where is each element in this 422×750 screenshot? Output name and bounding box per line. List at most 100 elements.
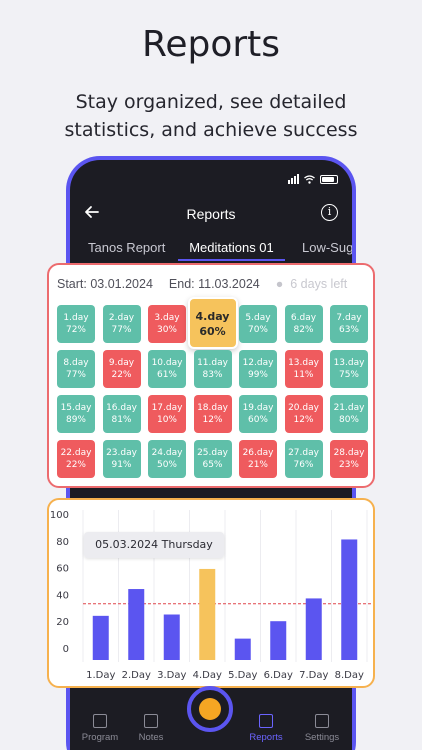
end-date: End: 11.03.2024 xyxy=(168,277,260,291)
day-cell-percent: 61% xyxy=(156,370,177,380)
chart-bar xyxy=(234,638,251,660)
day-cell-label: 27.day xyxy=(288,448,319,458)
chart-bar xyxy=(270,621,287,660)
day-cell-label: 25.day xyxy=(197,448,228,458)
signal-icon xyxy=(288,174,299,184)
day-cell-label: 9.day xyxy=(108,358,135,368)
day-cell[interactable]: 6.day 82% xyxy=(284,305,323,343)
nav-settings[interactable]: Settings xyxy=(297,714,347,743)
day-cell-percent: 22% xyxy=(111,370,132,380)
chart-bar xyxy=(128,589,145,660)
report-tabs: Tanos Report Meditations 01 Low-Suga xyxy=(70,236,352,264)
day-cell-label: 4.day xyxy=(195,310,230,323)
day-cell-percent: 60% xyxy=(199,325,226,338)
day-cell[interactable]: 8.day 77% xyxy=(57,350,95,388)
x-tick-label: 7.Day xyxy=(299,670,328,681)
day-cell[interactable]: 20.day 12% xyxy=(284,395,323,433)
y-tick-label: 100 xyxy=(50,510,69,521)
day-cell-label: 22.day xyxy=(60,448,92,458)
day-cell-percent: 50% xyxy=(156,460,177,470)
day-cell-percent: 60% xyxy=(247,415,268,425)
day-cell[interactable]: 1.day 72% xyxy=(57,305,95,343)
day-cell[interactable]: 9.day 22% xyxy=(102,350,141,388)
day-cell-percent: 10% xyxy=(156,415,177,425)
day-cell[interactable]: 24.day 50% xyxy=(148,440,186,478)
bar-chart: 0 20 40 60 80 100 1.Day 2.Day 3.Day 4.Day 5.Day 6.D… xyxy=(50,510,373,681)
battery-icon xyxy=(320,174,338,184)
day-cell-percent: 72% xyxy=(65,325,86,335)
day-cell-percent: 77% xyxy=(111,325,132,335)
y-tick-label: 40 xyxy=(56,590,69,601)
day-cell[interactable]: 16.day 81% xyxy=(102,395,141,433)
day-cell[interactable]: 13.day 11% xyxy=(284,350,323,388)
hero-subtitle: Stay organized, see detailed statistics,… xyxy=(64,91,358,141)
day-cell-label: 23.day xyxy=(106,448,137,458)
days-left: 6 days left xyxy=(290,277,348,291)
day-cell[interactable]: 13.day 75% xyxy=(330,350,368,388)
day-cell[interactable]: 23.day 91% xyxy=(102,440,141,478)
day-cell[interactable]: 27.day 76% xyxy=(284,440,323,478)
y-tick-label: 60 xyxy=(56,564,69,575)
bar-chart-icon xyxy=(259,714,273,728)
day-cell[interactable]: 15.day 89% xyxy=(57,395,95,433)
day-cell[interactable]: 2.day 77% xyxy=(102,305,141,343)
day-cell[interactable]: 11.day 83% xyxy=(193,350,232,388)
start-session-button[interactable] xyxy=(187,686,233,732)
day-cell-label: 21.day xyxy=(333,403,365,413)
day-cell[interactable]: 25.day 65% xyxy=(193,440,232,478)
day-cell-label: 6.day xyxy=(290,313,317,323)
chart-bar xyxy=(163,614,180,660)
day-cell[interactable]: 22.day 22% xyxy=(57,440,95,478)
day-cell-label: 18.day xyxy=(197,403,228,413)
play-dot-icon xyxy=(199,698,221,720)
hero-title: Reports xyxy=(141,24,281,65)
back-icon[interactable] xyxy=(84,202,100,226)
nav-notes-label: Notes xyxy=(138,732,164,743)
day-cell[interactable]: 17.day 10% xyxy=(148,395,186,433)
day-cell[interactable]: 19.day 60% xyxy=(239,395,277,433)
day-cell-label: 11.day xyxy=(197,358,228,368)
day-cell[interactable]: 28.day 23% xyxy=(330,440,368,478)
day-cell-label: 16.day xyxy=(106,403,137,413)
x-tick-label: 2.Day xyxy=(122,670,151,681)
day-cell[interactable]: 10.day 61% xyxy=(148,350,186,388)
x-tick-label: 4.Day xyxy=(193,670,222,681)
day-cell[interactable]: 26.day 21% xyxy=(239,440,277,478)
day-cell-percent: 63% xyxy=(338,325,359,335)
tab-meditations-01[interactable]: Meditations 01 xyxy=(178,236,285,261)
sliders-icon xyxy=(315,714,329,728)
day-cell-label: 8.day xyxy=(63,358,89,368)
nav-program[interactable]: Program xyxy=(75,714,125,743)
day-cell-percent: 81% xyxy=(111,415,132,425)
app-bar: Reports i xyxy=(70,198,352,232)
day-cell-percent: 99% xyxy=(247,370,268,380)
start-date: Start: 03.01.2024 xyxy=(57,277,153,291)
day-cell-percent: 83% xyxy=(202,370,223,380)
day-cell[interactable]: 7.day 63% xyxy=(330,305,368,343)
day-cell-label: 5.day xyxy=(245,313,271,323)
wifi-icon xyxy=(304,174,315,184)
tab-tanos-report[interactable]: Tanos Report xyxy=(88,240,166,255)
info-icon[interactable]: i xyxy=(321,204,338,221)
day-cell-label: 1.day xyxy=(63,313,89,323)
day-cell[interactable]: 21.day 80% xyxy=(330,395,368,433)
day-cell-percent: 70% xyxy=(247,325,268,335)
y-tick-label: 20 xyxy=(56,617,69,628)
tab-low-sugar[interactable]: Low-Suga xyxy=(302,240,352,255)
day-cell[interactable]: 12.day 99% xyxy=(239,350,277,388)
day-cell[interactable]: 18.day 12% xyxy=(193,395,232,433)
day-cell-percent: 12% xyxy=(202,415,223,425)
nav-reports-label: Reports xyxy=(249,732,283,743)
day-cell-percent: 30% xyxy=(156,325,177,335)
x-tick-label: 8.Day xyxy=(335,670,364,681)
app-bar-title: Reports xyxy=(186,206,236,222)
day-cell-percent: 82% xyxy=(293,325,314,335)
day-cell[interactable]: 4.day 60% xyxy=(187,297,238,349)
nav-notes[interactable]: Notes xyxy=(126,714,176,743)
day-cell[interactable]: 5.day 70% xyxy=(239,305,277,343)
progress-chart-card: 0 20 40 60 80 100 1.Day 2.Day 3.Day 4.Day 5.Day 6.D… xyxy=(47,498,375,688)
day-cell-label: 10.day xyxy=(151,358,183,368)
nav-reports[interactable]: Reports xyxy=(241,714,291,743)
day-cell[interactable]: 3.day 30% xyxy=(148,305,186,343)
day-grid-card: Start: 03.01.2024 End: 11.03.2024 ● 6 da… xyxy=(47,263,375,488)
